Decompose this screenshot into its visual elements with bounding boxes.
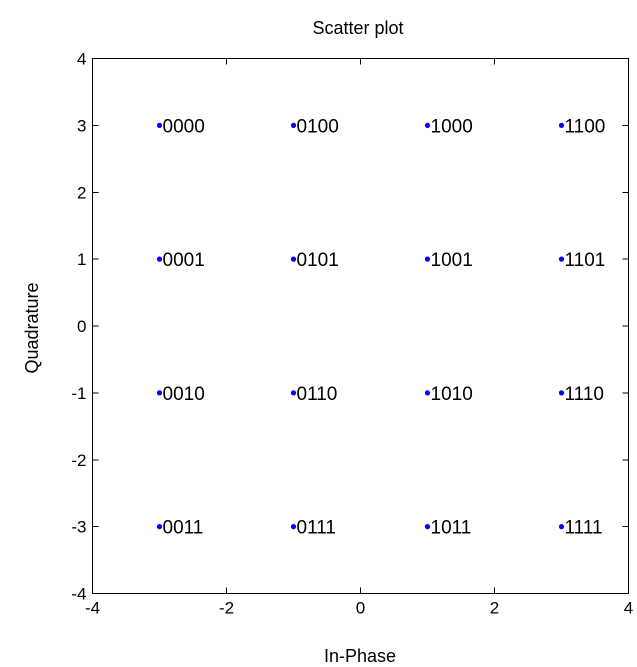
data-point-label: 0100	[297, 116, 339, 137]
x-tick-label: 0	[356, 599, 365, 618]
data-point	[424, 524, 431, 530]
x-tick-label: 4	[624, 599, 633, 618]
data-point	[424, 122, 431, 128]
x-tick-label: -4	[85, 599, 100, 618]
data-point-label: 0101	[297, 250, 339, 271]
data-point-label: 0001	[163, 250, 205, 271]
y-tick-label: 4	[77, 50, 86, 69]
data-point	[424, 390, 431, 396]
data-point-label: 1111	[565, 518, 603, 539]
y-tick-label: 1	[77, 250, 86, 269]
data-point	[290, 256, 297, 262]
data-point	[156, 256, 163, 262]
axis-ticks: -4 -2 0 2 4 4 3 2 1 0 -1 -2 -3 -4	[71, 50, 633, 618]
y-tick-label: -3	[71, 518, 86, 537]
data-point	[558, 524, 565, 530]
data-point	[156, 524, 163, 530]
y-tick-label: 3	[77, 116, 86, 135]
data-point	[290, 524, 297, 530]
plot-area-frame	[92, 58, 629, 594]
data-point-label: 1000	[431, 116, 473, 137]
chart-title: Scatter plot	[312, 18, 403, 38]
x-axis-label: In-Phase	[324, 646, 396, 666]
data-point-label: 1101	[565, 250, 606, 271]
data-point-label: 1100	[565, 116, 606, 137]
data-point-label: 1011	[431, 518, 472, 539]
data-point-label: 0011	[163, 518, 204, 539]
y-tick-label: -1	[71, 384, 86, 403]
data-point	[156, 122, 163, 128]
data-point	[290, 122, 297, 128]
data-point	[558, 390, 565, 396]
x-tick-label: -2	[219, 599, 234, 618]
y-tick-label: -4	[71, 585, 86, 604]
data-point-label: 0000	[163, 116, 205, 137]
y-axis-label: Quadrature	[22, 282, 42, 373]
data-point	[156, 390, 163, 396]
data-point-label: 0111	[297, 518, 336, 539]
data-point-label: 1001	[431, 250, 473, 271]
data-point-label: 0010	[163, 384, 205, 405]
data-point	[424, 256, 431, 262]
x-tick-label: 2	[490, 599, 499, 618]
data-point-label: 1110	[565, 384, 604, 405]
data-points: 0000 0100 1000 1100 0001 0101 1001 1101 0010 0110…	[156, 116, 606, 539]
data-point	[558, 256, 565, 262]
y-tick-label: 2	[77, 183, 86, 202]
data-point-label: 1010	[431, 384, 473, 405]
data-point-label: 0110	[297, 384, 338, 405]
data-point	[290, 390, 297, 396]
y-tick-label: -2	[71, 451, 86, 470]
data-point	[558, 122, 565, 128]
y-tick-label: 0	[77, 317, 86, 336]
